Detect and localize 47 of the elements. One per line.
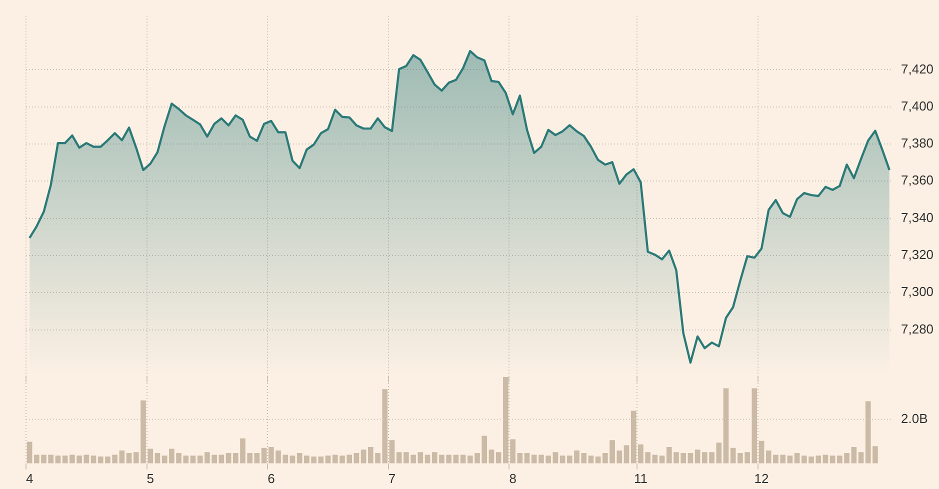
bar [588, 456, 594, 464]
bar [26, 442, 32, 464]
ref-line-label: 2.0B [901, 410, 928, 426]
bar [354, 453, 360, 464]
x-tick-label: 6 [268, 470, 275, 486]
bar [787, 456, 793, 464]
y-tick-label: 7,340 [901, 210, 934, 225]
bar [758, 440, 764, 464]
bar [694, 450, 700, 464]
bar [858, 452, 864, 464]
bar [226, 453, 232, 464]
bar [659, 456, 665, 464]
bar [154, 453, 160, 464]
bar [290, 456, 296, 464]
bar [254, 453, 260, 464]
bar [524, 453, 530, 464]
bar [752, 388, 758, 464]
y-tick-label: 7,320 [901, 247, 934, 262]
bar [723, 388, 729, 464]
x-tick-label: 7 [388, 470, 396, 486]
bar [360, 450, 366, 464]
x-tick-label: 4 [26, 470, 34, 486]
y-tick-label: 7,360 [901, 172, 934, 188]
x-tick-label: 12 [754, 470, 769, 486]
bar [552, 452, 558, 464]
bar [325, 456, 331, 464]
y-tick-label: 7,280 [901, 321, 934, 336]
y-tick-label: 7,400 [901, 98, 934, 114]
bar [688, 453, 694, 464]
bar [794, 453, 800, 464]
bar [90, 456, 96, 464]
bar [126, 453, 132, 464]
y-tick-label: 7,300 [901, 284, 934, 300]
bar [162, 456, 168, 464]
bar [55, 456, 61, 464]
x-tick-label: 8 [509, 470, 516, 486]
y-tick-label: 7,380 [901, 136, 934, 151]
x-tick-label: 5 [146, 470, 154, 486]
bar [560, 456, 566, 464]
bar [389, 440, 395, 464]
x-tick-label: 11 [634, 470, 648, 486]
bar [261, 448, 267, 464]
y-tick-label: 7,420 [901, 61, 934, 76]
bar [190, 456, 196, 464]
bar [624, 445, 630, 464]
bar [488, 450, 494, 464]
bar [119, 450, 125, 464]
